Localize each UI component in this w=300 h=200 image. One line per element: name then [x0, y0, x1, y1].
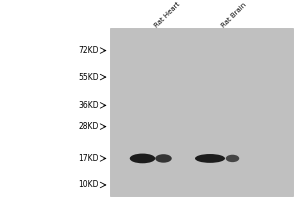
Ellipse shape [155, 154, 172, 163]
Text: Rat Heart: Rat Heart [153, 1, 181, 28]
Ellipse shape [226, 155, 239, 162]
Text: 10KD: 10KD [79, 180, 99, 189]
Ellipse shape [130, 154, 155, 163]
Ellipse shape [195, 154, 225, 163]
Text: Rat Brain: Rat Brain [221, 1, 248, 28]
Text: 72KD: 72KD [79, 46, 99, 55]
Bar [110, 28, 292, 196]
Text: 55KD: 55KD [78, 73, 99, 82]
Text: 28KD: 28KD [79, 122, 99, 131]
Text: 17KD: 17KD [79, 154, 99, 163]
Text: 36KD: 36KD [78, 101, 99, 110]
